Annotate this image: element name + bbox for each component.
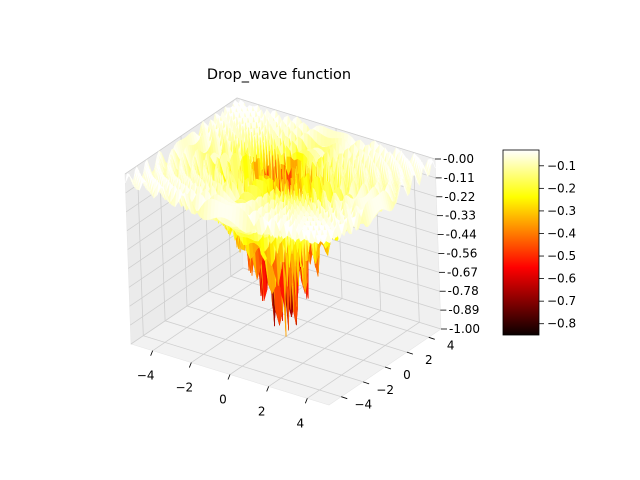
z-tick-label: -0.56 — [446, 246, 477, 260]
colorbar-tick-label: −0.7 — [547, 294, 576, 308]
z-tick-label: -0.89 — [448, 303, 479, 317]
colorbar-tick-label: −0.6 — [547, 272, 576, 286]
colorbar-ticks: −0.1 −0.2 −0.3 −0.4 −0.5 −0.6 −0.7 −0.8 — [539, 159, 576, 331]
z-tick-label: -0.00 — [443, 152, 474, 166]
colorbar-tick-label: −0.4 — [547, 226, 576, 240]
z-tick-label: -0.33 — [445, 209, 476, 223]
z-tick-label: -0.67 — [447, 265, 478, 279]
colorbar-tick-label: −0.1 — [547, 159, 576, 173]
x-tick-mark — [304, 398, 308, 404]
chart-title: Drop_wave function — [207, 67, 351, 83]
x-tick-mark — [266, 386, 270, 392]
y-tick-label: 4 — [447, 338, 455, 352]
x-tick-label: 0 — [219, 393, 227, 407]
x-tick-label: 4 — [297, 416, 305, 430]
z-tick-label: -0.44 — [446, 228, 477, 242]
y-tick-label: −4 — [354, 398, 372, 412]
z-tick-label: -0.11 — [444, 171, 475, 185]
y-tick-label: 0 — [403, 368, 411, 382]
colorbar: −0.1 −0.2 −0.3 −0.4 −0.5 −0.6 −0.7 −0.8 — [502, 149, 576, 336]
z-tick-label: -0.78 — [448, 284, 479, 298]
x-tick-mark — [227, 374, 231, 380]
x-tick-mark — [150, 350, 154, 356]
colorbar-tick-label: −0.5 — [547, 249, 576, 263]
y-tick-label: 2 — [425, 353, 433, 367]
y-tick-mark — [406, 351, 414, 355]
x-tick-label: −2 — [175, 381, 193, 395]
z-gridline — [130, 267, 442, 345]
z-tick-label: -1.00 — [449, 322, 480, 336]
axis-ticks: −4−2024−4−2024-0.00-0.11-0.22-0.33-0.44-… — [137, 152, 480, 430]
x-tick-label: −4 — [137, 369, 155, 383]
x-tick-label: 2 — [258, 404, 266, 418]
z-gridline — [124, 97, 436, 175]
colorbar-tick-label: −0.3 — [547, 204, 576, 218]
x-tick-mark — [188, 362, 192, 368]
y-tick-mark — [428, 336, 435, 340]
y-tick-mark — [384, 366, 392, 370]
z-tick-label: -0.22 — [444, 190, 475, 204]
y-tick-mark — [362, 381, 370, 385]
y-tick-mark — [341, 396, 348, 400]
surface-facet — [319, 234, 326, 245]
y-tick-label: −2 — [376, 383, 394, 397]
colorbar-tick-label: −0.8 — [547, 317, 576, 331]
colorbar-gradient — [502, 149, 540, 336]
colorbar-tick-label: −0.2 — [547, 181, 576, 195]
surface-plot — [125, 99, 436, 337]
